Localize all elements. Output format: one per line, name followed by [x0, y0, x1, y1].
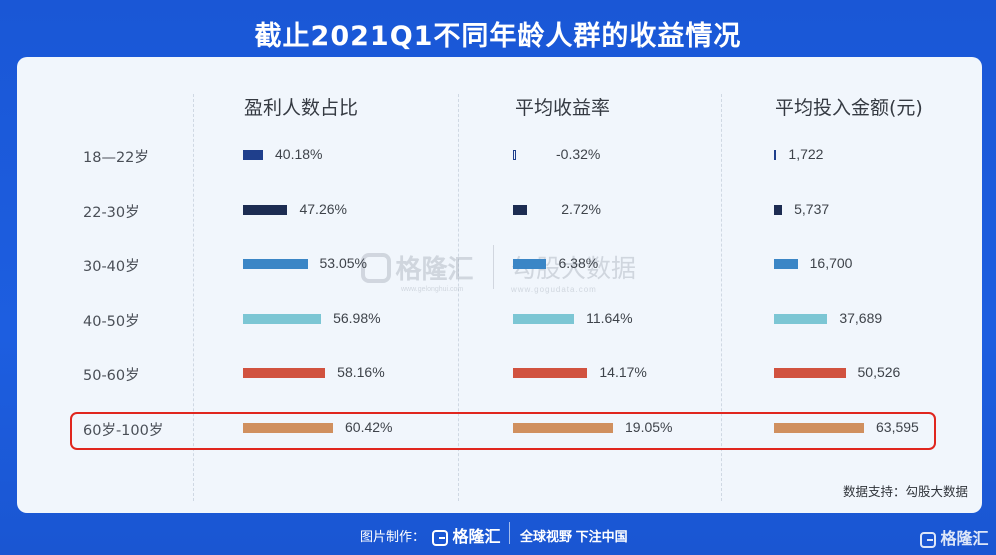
data-label: 37,689 — [839, 309, 883, 326]
column-divider — [193, 94, 194, 501]
chart-card: 盈利人数占比 平均收益率 平均投入金额(元) 格隆汇 www.gelonghui… — [17, 57, 982, 513]
bar — [243, 150, 263, 160]
column-header-profit-ratio: 盈利人数占比 — [244, 97, 359, 119]
gelonghui-logo-icon — [432, 529, 448, 546]
bar — [513, 422, 613, 433]
corner-brand: 格隆汇 — [920, 525, 988, 549]
bar — [513, 313, 575, 324]
data-label: 14.17% — [599, 364, 647, 380]
column-divider — [721, 94, 722, 501]
gelonghui-watermark: 格隆汇 www.gelonghui.com — [361, 249, 473, 293]
column-header-avg-investment: 平均投入金额(元) — [775, 97, 923, 119]
bar — [243, 368, 326, 378]
highlight-box — [70, 412, 936, 450]
data-label: 53.05% — [319, 255, 367, 271]
data-label: 6.38% — [558, 255, 599, 271]
bar — [243, 422, 333, 433]
bar — [774, 422, 864, 433]
data-label: 1,722 — [788, 146, 824, 162]
bar — [513, 204, 528, 215]
data-label: 56.98% — [333, 309, 381, 326]
gelonghui-watermark-name: 格隆汇 — [395, 254, 474, 284]
footer-bar: 图片制作： 格隆汇 全球视野 下注中国 格隆汇 — [0, 513, 996, 555]
data-label: -0.32% — [556, 146, 601, 162]
footer-made-by: 图片制作： — [360, 529, 426, 544]
data-label: 11.64% — [586, 309, 633, 326]
age-group-label: 18—22岁 — [83, 150, 149, 166]
data-label: 58.16% — [337, 364, 385, 380]
age-group-label: 30-40岁 — [83, 259, 140, 275]
data-label: 63,595 — [876, 418, 919, 435]
gelonghui-watermark-url: www.gelonghui.com — [401, 286, 464, 293]
bar — [513, 150, 516, 160]
bar — [243, 259, 308, 269]
bar — [774, 259, 798, 269]
footer-brand: 格隆汇 — [432, 523, 500, 547]
data-label: 16,700 — [809, 255, 853, 271]
footer-brand-name: 格隆汇 — [452, 529, 501, 546]
column-header-avg-return: 平均收益率 — [515, 97, 611, 119]
bar — [243, 204, 288, 215]
source-note: 数据支持：勾股大数据 — [842, 485, 968, 499]
age-group-label: 50-60岁 — [83, 368, 140, 384]
gogudata-watermark-url: www.gogudata.com — [511, 285, 597, 294]
footer-divider — [509, 522, 510, 544]
data-label: 5,737 — [794, 200, 830, 217]
chart-title: 截止2021Q1不同年龄人群的收益情况 — [254, 21, 742, 52]
data-label: 60.42% — [345, 418, 393, 435]
bar — [513, 368, 588, 378]
bar — [774, 204, 783, 215]
corner-brand-name: 格隆汇 — [940, 531, 989, 548]
bar — [774, 150, 777, 160]
data-label: 50,526 — [857, 364, 901, 380]
footer-slogan: 全球视野 下注中国 — [520, 529, 628, 544]
data-label: 2.72% — [561, 200, 601, 217]
column-divider — [458, 94, 459, 501]
gelonghui-logo-icon — [920, 531, 936, 548]
age-group-label: 60岁-100岁 — [83, 422, 164, 439]
bar — [513, 259, 547, 269]
bar — [243, 313, 322, 324]
data-label: 19.05% — [625, 418, 673, 435]
data-label: 40.18% — [275, 146, 323, 162]
age-group-label: 40-50岁 — [83, 313, 140, 330]
age-group-label: 22-30岁 — [83, 204, 140, 221]
bar — [774, 368, 846, 378]
data-label: 47.26% — [299, 200, 347, 217]
bar — [774, 313, 828, 324]
watermark-divider — [493, 245, 494, 289]
gelonghui-logo-icon — [361, 252, 391, 283]
